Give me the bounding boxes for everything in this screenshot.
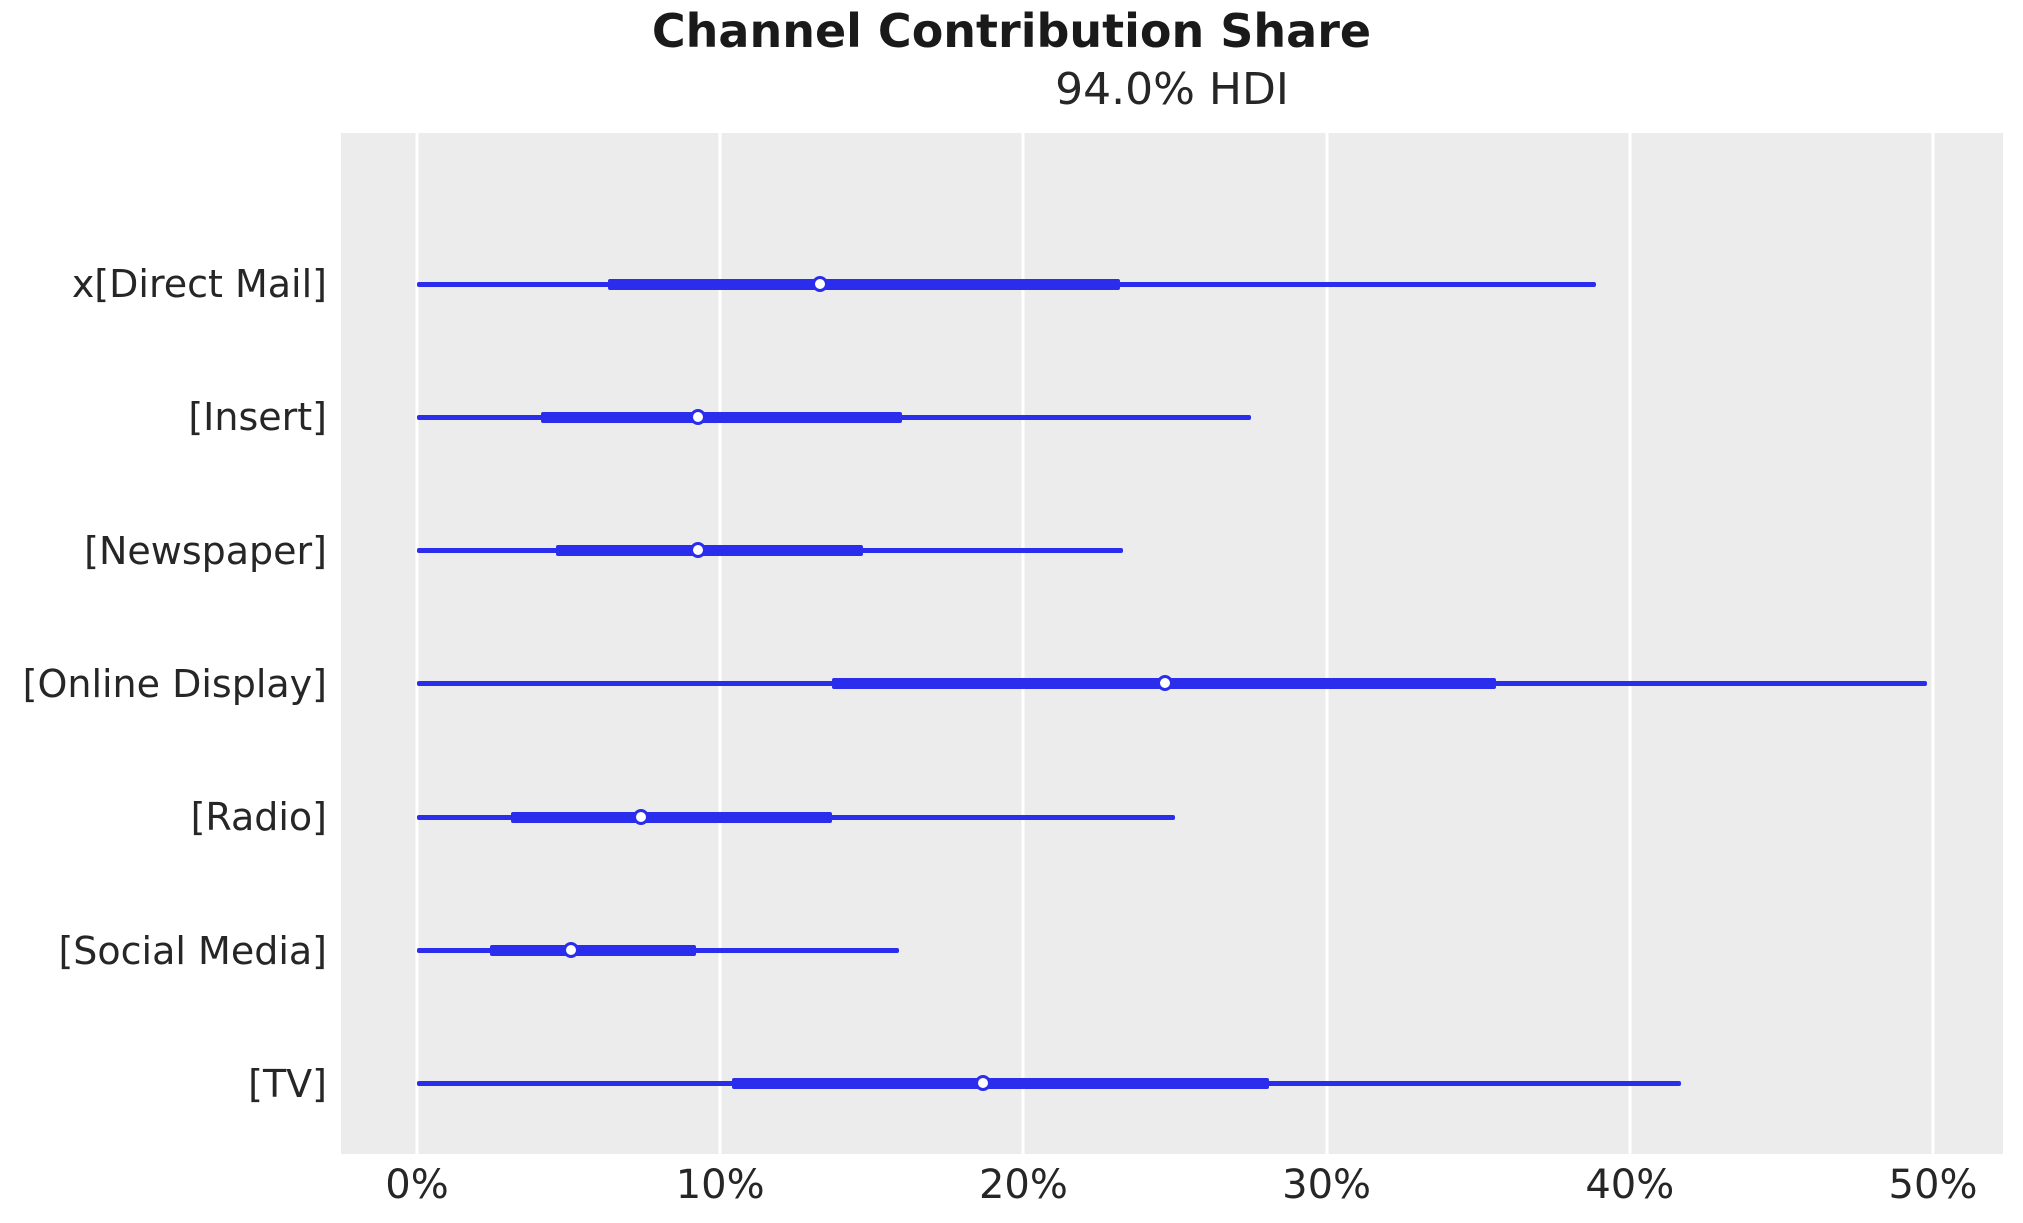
plot-area [341, 133, 2003, 1154]
quartile-interval-line [556, 545, 863, 557]
x-tick-label: 0% [385, 1162, 449, 1208]
gridline [1628, 133, 1632, 1154]
gridline [718, 133, 722, 1154]
median-dot [690, 408, 707, 425]
gridline [415, 133, 419, 1154]
median-dot [563, 942, 580, 958]
median-dot [975, 1075, 992, 1092]
median-dot [690, 542, 707, 559]
y-tick-label: [Insert] [188, 395, 327, 440]
x-tick-label: 50% [1888, 1162, 1978, 1208]
x-tick-label: 30% [1282, 1162, 1372, 1208]
hdi-subtitle: 94.0% HDI [1055, 64, 1289, 115]
quartile-interval-line [510, 811, 833, 823]
y-tick-label: [Newspaper] [84, 528, 327, 573]
quartile-interval-line [732, 1078, 1269, 1090]
figure-title: Channel Contribution Share [651, 4, 1372, 58]
quartile-interval-line [541, 411, 903, 423]
quartile-interval-line [489, 945, 696, 956]
gridline [1021, 133, 1025, 1154]
quartile-interval-line [608, 278, 1121, 290]
y-tick-label: [Social Media] [58, 928, 327, 973]
median-dot [811, 275, 828, 292]
x-tick-label: 20% [978, 1162, 1068, 1208]
median-dot [1157, 675, 1174, 692]
x-tick-label: 40% [1585, 1162, 1675, 1208]
x-tick-label: 10% [675, 1162, 765, 1208]
y-tick-label: [Radio] [190, 795, 327, 840]
gridline [1931, 133, 1935, 1154]
y-tick-label: [Online Display] [22, 661, 327, 706]
y-tick-label: x[Direct Mail] [71, 262, 327, 306]
median-dot [632, 808, 649, 825]
y-tick-label: [TV] [248, 1061, 327, 1106]
gridline [1325, 133, 1329, 1154]
